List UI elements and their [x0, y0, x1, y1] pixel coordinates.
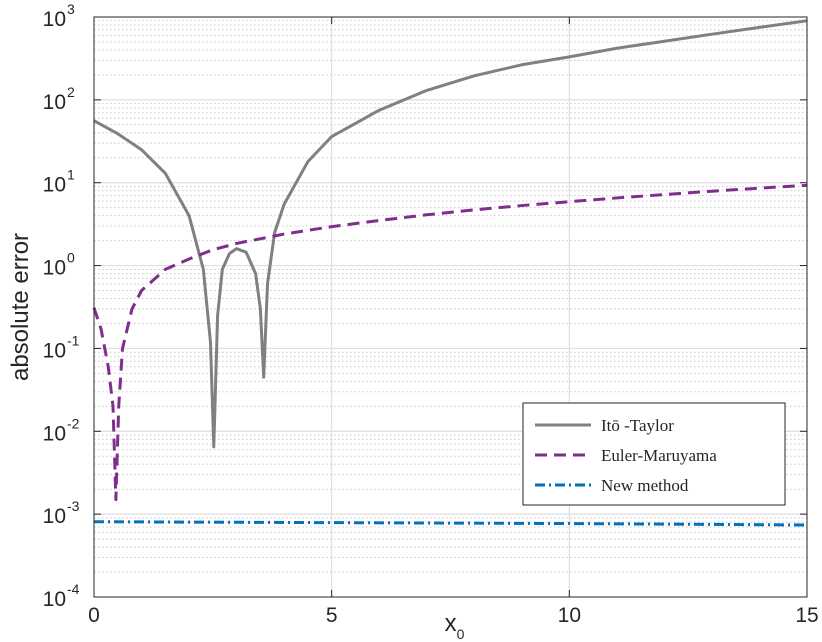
series-line-1: [92, 183, 808, 502]
x-axis-label: x0: [445, 610, 465, 642]
y-tick-exponent: -4: [67, 581, 80, 597]
x-tick-label: 10: [558, 604, 581, 627]
x-tick-labels: 0 5 10 15: [88, 604, 819, 627]
x-axis-label-main: x: [445, 610, 457, 637]
x-tick-label: 15: [795, 604, 818, 627]
legend-label-0: Itō -Taylor: [601, 416, 674, 435]
plot-series: [92, 19, 808, 527]
series-line-0: [93, 19, 808, 449]
y-tick-exponent: 3: [67, 1, 75, 17]
y-tick-label: 10: [43, 174, 66, 197]
y-tick-exponent: -2: [67, 415, 80, 431]
legend-label-1: Euler-Maruyama: [601, 446, 717, 465]
y-tick-exponent: -3: [67, 498, 80, 514]
y-tick-exponent: -1: [67, 332, 80, 348]
y-tick-label: 10: [43, 91, 66, 114]
axes-box: [93, 16, 808, 598]
legend-box: [522, 402, 786, 506]
y-tick-label: 10: [43, 505, 66, 528]
x-tick-label: 5: [326, 604, 338, 627]
y-tick-label: 10: [43, 422, 66, 445]
legend: Itō -Taylor Euler-Maruyama New method: [522, 402, 786, 506]
series-line-2: [93, 520, 808, 527]
y-tick-label: 10: [43, 339, 66, 362]
axis-ticks: [93, 16, 808, 598]
legend-label-2: New method: [601, 476, 689, 495]
y-axis-label: absolute error: [7, 233, 34, 381]
x-tick-label: 0: [88, 604, 100, 627]
y-tick-exponent: 0: [67, 250, 75, 266]
y-tick-label: 10: [43, 588, 66, 611]
y-tick-label: 10: [43, 257, 66, 280]
y-tick-label: 10: [43, 8, 66, 31]
y-tick-exponent: 1: [67, 167, 75, 183]
y-tick-exponent: 2: [67, 84, 75, 100]
x-axis-label-subscript: 0: [457, 626, 465, 642]
minor-grid: [94, 20, 807, 573]
